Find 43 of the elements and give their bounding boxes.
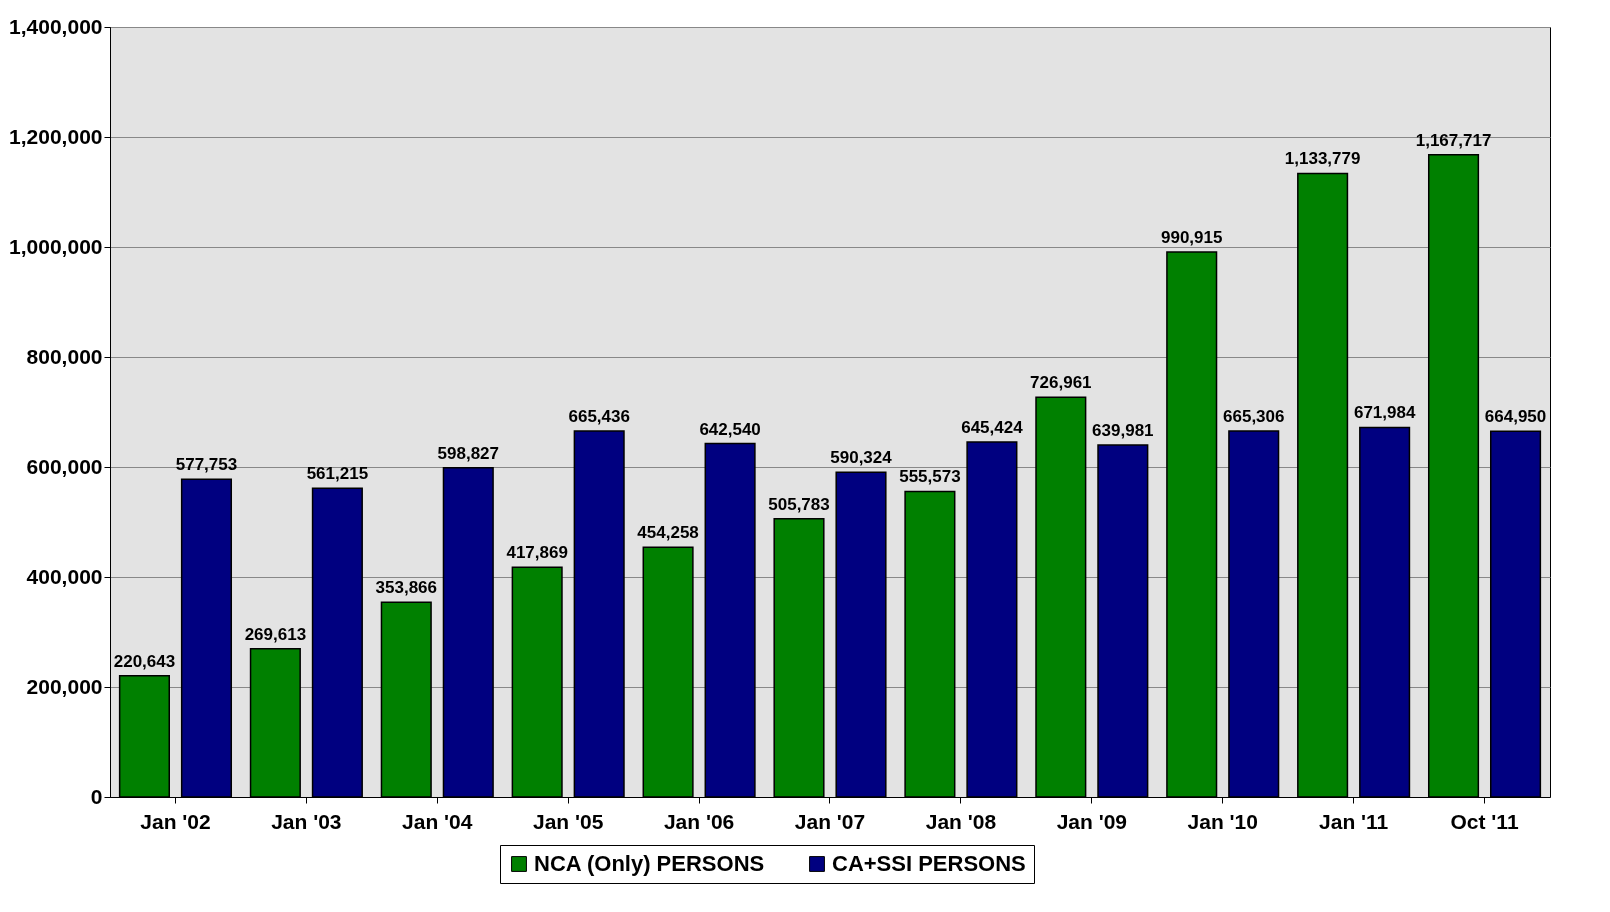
x-tick-label: Jan '03 <box>271 809 342 833</box>
data-label: 598,827 <box>437 443 499 463</box>
x-tick-label: Jan '07 <box>794 809 866 833</box>
x-tick-label: Jan '04 <box>402 809 473 833</box>
data-label: 353,866 <box>375 578 437 598</box>
y-tick-label: 0 <box>90 784 103 808</box>
y-tick-label: 600,000 <box>26 454 103 478</box>
y-tick-label: 800,000 <box>26 344 103 368</box>
data-label: 220,643 <box>113 651 176 671</box>
data-label: 555,573 <box>899 467 961 487</box>
y-tick-label: 1,000,000 <box>9 234 103 258</box>
data-label: 639,981 <box>1092 421 1154 441</box>
data-label: 561,215 <box>306 464 369 484</box>
data-label: 645,424 <box>961 418 1024 438</box>
y-tick-label: 400,000 <box>26 564 103 588</box>
data-label: 505,783 <box>768 494 830 514</box>
data-label: 990,915 <box>1161 228 1223 247</box>
data-label: 664,950 <box>1484 407 1547 427</box>
x-tick-label: Jan '06 <box>663 809 735 833</box>
data-label: 590,324 <box>830 448 893 468</box>
data-label: 665,306 <box>1223 407 1285 427</box>
x-tick-label: Jan '08 <box>925 809 997 833</box>
data-label: 417,869 <box>506 543 568 563</box>
data-label: 1,133,779 <box>1284 149 1361 169</box>
x-tick-label: Jan '09 <box>1056 809 1128 833</box>
x-tick-label: Oct '11 <box>1450 809 1519 833</box>
data-label: 665,436 <box>568 407 630 427</box>
legend-label: NCA (Only) PERSONS <box>534 851 765 876</box>
legend-label: CA+SSI PERSONS <box>832 851 1026 876</box>
data-label: 1,167,717 <box>1415 130 1492 150</box>
data-label: 671,984 <box>1353 403 1416 423</box>
x-tick-label: Jan '10 <box>1187 809 1258 833</box>
data-label: 454,258 <box>637 523 699 543</box>
data-label: 726,961 <box>1030 373 1092 393</box>
data-label: 642,540 <box>699 419 761 439</box>
data-label: 269,613 <box>244 624 307 644</box>
y-tick-label: 1,200,000 <box>9 124 103 148</box>
x-tick-label: Jan '05 <box>532 809 604 833</box>
x-tick-label: Jan '02 <box>140 809 211 833</box>
y-tick-label: 1,400,000 <box>9 14 103 38</box>
y-tick-label: 200,000 <box>26 674 103 698</box>
x-tick-label: Jan '11 <box>1319 809 1389 833</box>
data-label: 577,753 <box>175 455 238 475</box>
